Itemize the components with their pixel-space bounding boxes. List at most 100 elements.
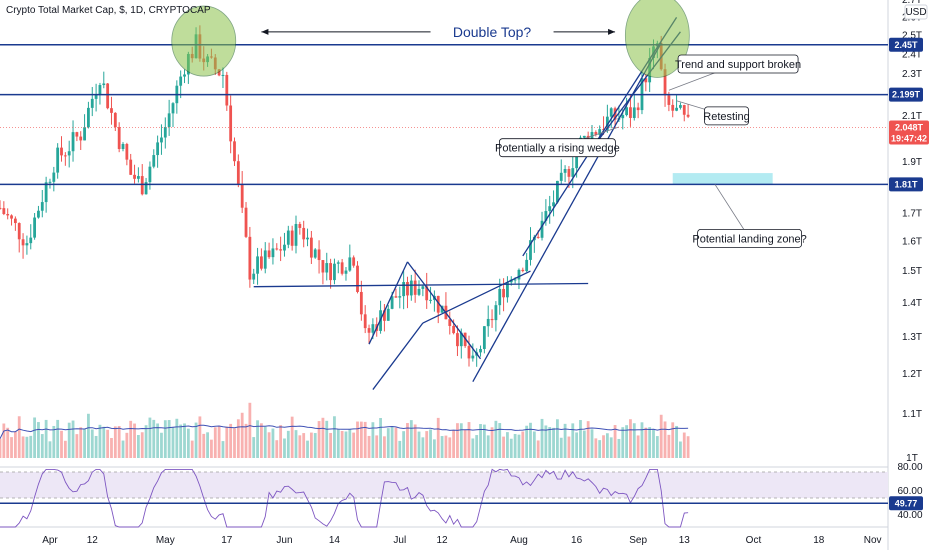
volume-bar bbox=[317, 421, 321, 458]
candle-body bbox=[60, 147, 63, 156]
volume-bar bbox=[563, 423, 567, 458]
volume-bars bbox=[0, 402, 690, 458]
candle-body bbox=[609, 108, 613, 117]
candle-body bbox=[383, 310, 386, 321]
volume-bar bbox=[233, 428, 236, 458]
candle-body bbox=[148, 166, 152, 183]
volume-bar bbox=[575, 432, 579, 458]
volume-bar bbox=[10, 437, 13, 458]
candle-body bbox=[540, 220, 544, 238]
volume-bar bbox=[506, 432, 509, 458]
candle-body bbox=[429, 299, 432, 301]
candle-body bbox=[344, 270, 348, 274]
candle-body bbox=[556, 180, 559, 203]
volume-bar bbox=[590, 429, 594, 458]
candle-body bbox=[333, 263, 336, 281]
volume-bar bbox=[352, 432, 356, 458]
volume-bar bbox=[256, 420, 259, 458]
volume-bar bbox=[486, 435, 490, 458]
volume-bar bbox=[133, 423, 136, 458]
volume-bar bbox=[229, 423, 233, 458]
volume-bar bbox=[648, 427, 652, 458]
volume-bar bbox=[398, 440, 402, 458]
candle-body bbox=[340, 262, 344, 274]
volume-bar bbox=[225, 426, 229, 458]
price-tick-label: 1T bbox=[906, 453, 918, 464]
volume-bar bbox=[279, 425, 283, 458]
candle-body bbox=[325, 263, 329, 273]
double-top-arrow-left-head bbox=[261, 28, 269, 35]
volume-bar bbox=[371, 422, 375, 458]
volume-bar bbox=[44, 419, 48, 458]
price-tick-label: 2.7T bbox=[902, 0, 922, 6]
volume-bar bbox=[617, 438, 621, 458]
candle-body bbox=[25, 243, 29, 246]
candle-body bbox=[625, 107, 628, 116]
volume-bar bbox=[302, 433, 306, 458]
volume-bar bbox=[579, 420, 582, 458]
candle-body bbox=[632, 107, 636, 118]
candle-body bbox=[421, 286, 425, 289]
volume-bar bbox=[217, 425, 221, 458]
rsi-line-path bbox=[0, 468, 689, 528]
candle-body bbox=[71, 132, 75, 152]
candle-body bbox=[359, 291, 363, 315]
volume-bar bbox=[632, 423, 636, 458]
candle-body bbox=[675, 107, 678, 111]
volume-bar bbox=[325, 420, 329, 458]
candle-body bbox=[544, 211, 548, 221]
volume-bar bbox=[383, 436, 386, 458]
candle-body bbox=[67, 151, 71, 156]
callout-rising-wedge-text: Potentially a rising wedge bbox=[495, 143, 620, 155]
volume-bar bbox=[552, 427, 555, 458]
candle-body bbox=[94, 94, 98, 99]
volume-bar bbox=[121, 440, 125, 458]
volume-bar bbox=[344, 431, 348, 458]
candle-body bbox=[409, 280, 413, 296]
volume-bar bbox=[329, 432, 332, 458]
candle-body bbox=[163, 127, 167, 138]
volume-bar bbox=[336, 429, 340, 458]
volume-bar bbox=[498, 423, 502, 458]
candle-body bbox=[302, 227, 306, 240]
candle-body bbox=[329, 263, 332, 281]
candle-body bbox=[6, 214, 10, 216]
candle-body bbox=[179, 76, 183, 86]
candle-body bbox=[171, 103, 175, 114]
volume-bar bbox=[644, 427, 648, 458]
time-tick-label: Nov bbox=[864, 535, 882, 546]
price-tick-label: 2.3T bbox=[902, 69, 922, 80]
volume-bar bbox=[283, 438, 286, 458]
candle-body bbox=[125, 144, 129, 160]
candle-body bbox=[10, 215, 13, 219]
volume-bar bbox=[367, 435, 371, 458]
time-axis[interactable]: Apr 12 May 17 Jun 14 Jul 12 Aug 16 Sep 13 Oct 18 Nov bbox=[42, 535, 881, 546]
candle-body bbox=[152, 155, 156, 167]
rsi-line bbox=[0, 468, 888, 528]
volume-bar bbox=[548, 427, 552, 458]
volume-bar bbox=[29, 435, 33, 458]
volume-bar bbox=[494, 420, 498, 458]
candle-body bbox=[517, 269, 521, 280]
volume-bar bbox=[6, 427, 10, 458]
candle-body bbox=[598, 129, 602, 135]
candle-body bbox=[367, 328, 371, 333]
candle-body bbox=[686, 114, 690, 117]
volume-bar bbox=[144, 425, 148, 458]
volume-bar bbox=[421, 437, 425, 458]
candle-body bbox=[413, 280, 417, 295]
volume-bar bbox=[467, 422, 471, 458]
candle-body bbox=[90, 98, 94, 108]
candle-body bbox=[521, 269, 525, 272]
volume-bar bbox=[640, 422, 644, 458]
volume-bar bbox=[148, 417, 152, 458]
candle-body bbox=[313, 249, 317, 258]
currency-label[interactable]: USD bbox=[905, 7, 926, 18]
candle-body bbox=[459, 332, 463, 347]
time-tick-label: Oct bbox=[746, 535, 762, 546]
top-circle-right bbox=[624, 0, 690, 78]
candle-body bbox=[106, 83, 110, 109]
volume-bar bbox=[521, 431, 525, 458]
candle-body bbox=[479, 348, 482, 353]
